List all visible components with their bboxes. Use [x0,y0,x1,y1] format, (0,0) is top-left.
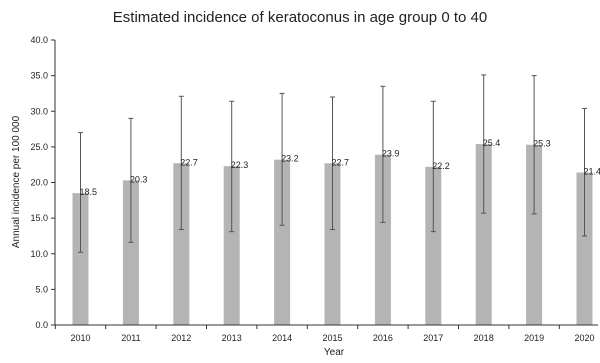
data-label: 20.3 [130,174,148,184]
data-label: 22.7 [180,157,198,167]
y-tick-label: 40.0 [30,35,48,45]
y-axis-ticks: 0.0 5.0 10.0 15.0 20.0 25.0 30.0 35.0 40.0 [30,35,55,330]
y-tick-label: 35.0 [30,71,48,81]
x-tick-label: 2012 [171,333,191,343]
x-tick-label: 2013 [222,333,242,343]
x-tick-label: 2019 [524,333,544,343]
y-tick-label: 5.0 [35,284,48,294]
x-tick-label: 2018 [474,333,494,343]
x-tick-label: 2011 [121,333,140,343]
y-tick-label: 25.0 [30,142,48,152]
data-label: 18.5 [80,187,98,197]
x-axis-title: Year [324,347,345,358]
data-label: 21.4 [584,167,600,177]
data-label: 22.3 [231,160,249,170]
y-tick-label: 10.0 [30,249,48,259]
y-tick-label: 20.0 [30,178,48,188]
chart-title: Estimated incidence of keratoconus in ag… [113,9,487,26]
x-tick-label: 2010 [70,333,90,343]
data-label: 25.3 [533,139,551,149]
x-tick-label: 2020 [574,333,594,343]
x-tick-label: 2017 [423,333,443,343]
data-label: 23.9 [382,149,400,159]
y-tick-label: 0.0 [35,320,48,330]
data-label: 22.2 [432,161,450,171]
y-tick-label: 15.0 [30,213,48,223]
x-axis-ticks: 2010 2011 2012 2013 2014 2015 2016 2017 2018 2019… [55,325,594,343]
data-label: 22.7 [332,157,350,167]
y-axis-title: Annual incidence per 100 000 [11,115,22,248]
x-tick-label: 2016 [373,333,393,343]
data-label: 25.4 [483,138,501,148]
data-label: 23.2 [281,154,299,164]
y-tick-label: 30.0 [30,106,48,116]
x-tick-label: 2015 [322,333,342,343]
x-tick-label: 2014 [272,333,292,343]
